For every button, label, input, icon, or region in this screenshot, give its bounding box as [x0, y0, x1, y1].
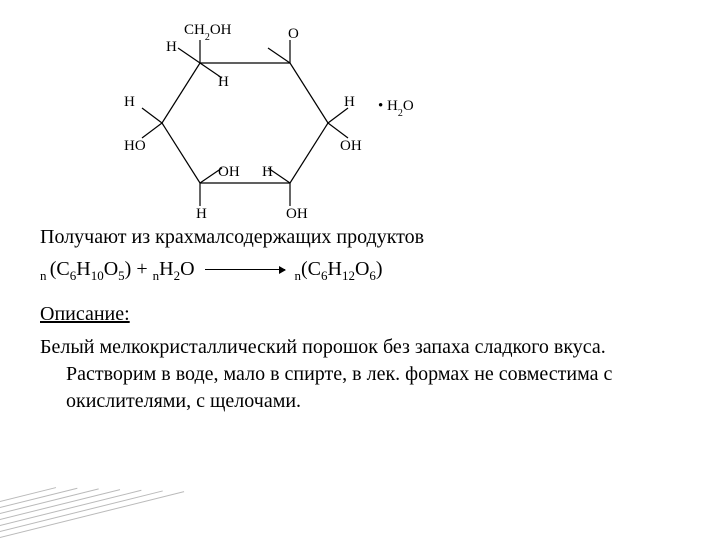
svg-text:OH: OH — [286, 206, 308, 222]
eqn-lhs: n (C6H10O5) + nH2O — [40, 255, 195, 283]
corner-decor — [0, 430, 250, 540]
eqn-rhs: n(C6H12O6) — [295, 255, 383, 283]
svg-text:• H2O: • H2O — [378, 98, 414, 119]
svg-text:H: H — [218, 74, 229, 90]
source-text: Получают из крахмалсодержащих продуктов — [40, 224, 680, 251]
description-heading: Описание: — [40, 301, 680, 328]
svg-text:H: H — [344, 94, 355, 110]
svg-text:CH2OH: CH2OH — [184, 22, 232, 43]
reaction-arrow — [205, 269, 285, 270]
svg-text:HO: HO — [124, 138, 146, 154]
svg-text:H: H — [262, 164, 273, 180]
svg-text:H: H — [124, 94, 135, 110]
description-body: Белый мелкокристаллический порошок без з… — [40, 334, 680, 415]
glucose-structure: CH2OHHHOHOHOHHHOHHHO• H2O — [110, 18, 370, 218]
svg-text:H: H — [196, 206, 207, 222]
reaction-equation: n (C6H10O5) + nH2O n(C6H12O6) — [40, 255, 680, 283]
svg-text:OH: OH — [340, 138, 362, 154]
svg-text:H: H — [166, 39, 177, 55]
svg-text:OH: OH — [218, 164, 240, 180]
svg-text:O: O — [288, 26, 299, 42]
